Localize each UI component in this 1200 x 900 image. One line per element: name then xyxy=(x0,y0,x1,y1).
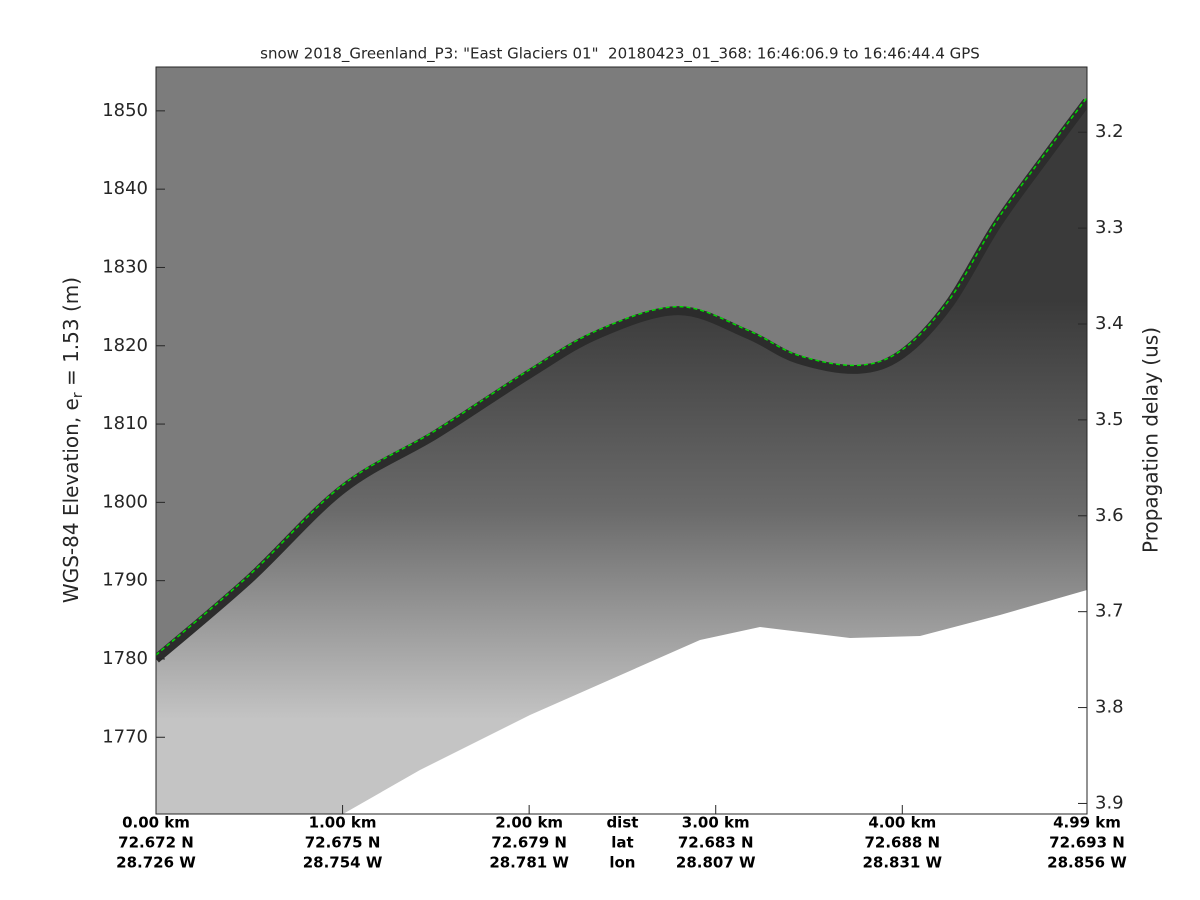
y2-tick-label: 3.6 xyxy=(1095,505,1124,526)
x-tick-label: 0.00 km xyxy=(122,814,190,832)
y2-tick-label: 3.3 xyxy=(1095,217,1124,238)
y2-tick-label: 3.8 xyxy=(1095,697,1124,718)
plot-frame xyxy=(155,66,1088,815)
lat-label: 72.675 N xyxy=(305,834,381,852)
y-axis-label: WGS-84 Elevation, er = 1.53 (m) xyxy=(59,277,87,603)
lat-label: 72.672 N xyxy=(118,834,194,852)
y-tick-label: 1820 xyxy=(102,335,148,356)
y2-tick-label: 3.5 xyxy=(1095,409,1124,430)
y-tick-label: 1780 xyxy=(102,648,148,669)
row-label: lat xyxy=(611,834,633,852)
y-label-sub: r xyxy=(70,392,86,398)
y-tick-label: 1790 xyxy=(102,570,148,591)
y-tick-label: 1800 xyxy=(102,491,148,512)
x-tick-label: 4.00 km xyxy=(868,814,936,832)
y-tick-label: 1850 xyxy=(102,100,148,121)
x-tick-label: 2.00 km xyxy=(495,814,563,832)
lon-label: 28.807 W xyxy=(676,854,756,872)
x-tick-label: 4.99 km xyxy=(1053,814,1121,832)
y2-tick-label: 3.4 xyxy=(1095,313,1124,334)
y-label-part: = 1.53 (m) xyxy=(59,277,83,392)
row-label: dist xyxy=(606,814,638,832)
lat-label: 72.688 N xyxy=(864,834,940,852)
y-tick-label: 1770 xyxy=(102,726,148,747)
chart-title: snow 2018_Greenland_P3: "East Glaciers 0… xyxy=(260,45,980,64)
lon-label: 28.831 W xyxy=(862,854,942,872)
lat-label: 72.693 N xyxy=(1049,834,1125,852)
y2-tick-label: 3.2 xyxy=(1095,121,1124,142)
surface-band xyxy=(156,98,1087,663)
y2-axis-label: Propagation delay (us) xyxy=(1139,327,1163,553)
lon-label: 28.726 W xyxy=(116,854,196,872)
row-label: lon xyxy=(609,854,635,872)
y2-tick-label: 3.7 xyxy=(1095,601,1124,622)
y-label-part: WGS-84 Elevation, e xyxy=(59,398,83,603)
plot-area xyxy=(156,97,1087,814)
lon-label: 28.856 W xyxy=(1047,854,1127,872)
y-tick-label: 1840 xyxy=(102,178,148,199)
y2-tick-label: 3.9 xyxy=(1095,792,1124,813)
lon-label: 28.754 W xyxy=(303,854,383,872)
x-tick-label: 3.00 km xyxy=(682,814,750,832)
x-tick-label: 1.00 km xyxy=(309,814,377,832)
lat-label: 72.679 N xyxy=(491,834,567,852)
y-tick-label: 1810 xyxy=(102,413,148,434)
lon-label: 28.781 W xyxy=(489,854,569,872)
subsurface-shading xyxy=(156,97,1087,814)
no-data-region xyxy=(343,590,1087,814)
surface-line xyxy=(156,97,1087,656)
lat-label: 72.683 N xyxy=(678,834,754,852)
y-tick-label: 1830 xyxy=(102,256,148,277)
